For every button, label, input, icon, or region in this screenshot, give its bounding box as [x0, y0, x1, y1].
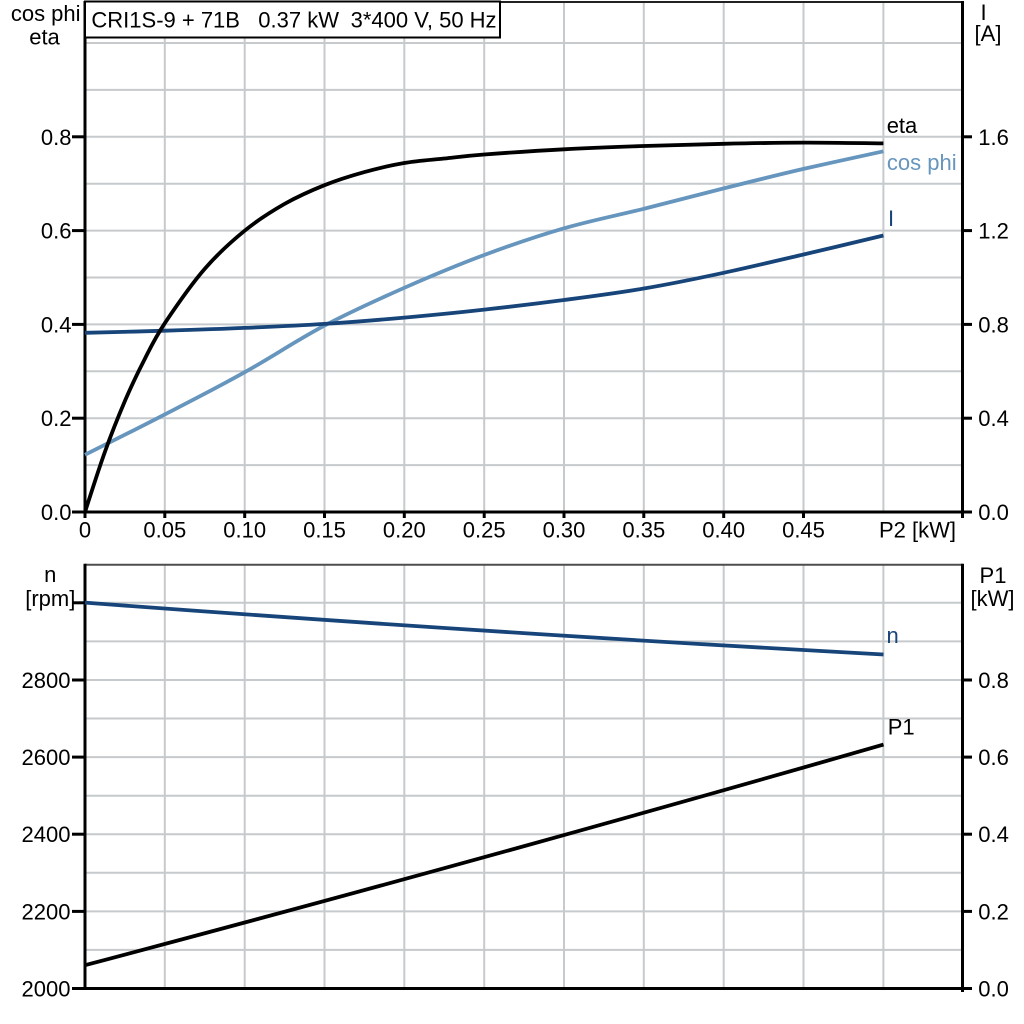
svg-text:0.4: 0.4 — [41, 312, 72, 337]
svg-text:2000: 2000 — [22, 977, 71, 1002]
svg-text:1.2: 1.2 — [978, 219, 1009, 244]
svg-text:0.2: 0.2 — [41, 406, 72, 431]
svg-text:P1: P1 — [980, 563, 1007, 588]
svg-text:eta: eta — [29, 25, 60, 50]
svg-text:0.0: 0.0 — [41, 500, 72, 525]
svg-text:[A]: [A] — [975, 21, 1002, 46]
svg-text:2200: 2200 — [22, 899, 71, 924]
svg-text:0.6: 0.6 — [978, 745, 1009, 770]
svg-text:0.0: 0.0 — [978, 977, 1009, 1002]
svg-text:0.15: 0.15 — [303, 518, 346, 543]
svg-text:[rpm]: [rpm] — [25, 586, 75, 611]
svg-text:0.8: 0.8 — [978, 668, 1009, 693]
svg-text:0.30: 0.30 — [543, 518, 586, 543]
svg-text:[kW]: [kW] — [971, 586, 1015, 611]
svg-text:2400: 2400 — [22, 822, 71, 847]
svg-text:I: I — [980, 0, 986, 25]
svg-text:P1: P1 — [888, 715, 915, 740]
svg-text:0.05: 0.05 — [143, 518, 186, 543]
svg-text:P2 [kW]: P2 [kW] — [879, 518, 956, 543]
svg-text:0.8: 0.8 — [978, 312, 1009, 337]
svg-text:0.25: 0.25 — [463, 518, 506, 543]
svg-text:0.2: 0.2 — [978, 899, 1009, 924]
svg-text:0.4: 0.4 — [978, 822, 1009, 847]
svg-text:I: I — [888, 206, 894, 231]
svg-text:1.6: 1.6 — [978, 125, 1009, 150]
svg-text:0.6: 0.6 — [41, 219, 72, 244]
svg-text:0.0: 0.0 — [978, 500, 1009, 525]
svg-text:0.4: 0.4 — [978, 406, 1009, 431]
svg-text:0.20: 0.20 — [383, 518, 426, 543]
svg-text:n: n — [887, 623, 899, 648]
svg-text:0.40: 0.40 — [702, 518, 745, 543]
svg-text:0: 0 — [79, 518, 91, 543]
svg-text:2800: 2800 — [22, 668, 71, 693]
svg-text:eta: eta — [887, 113, 918, 138]
svg-text:0.10: 0.10 — [223, 518, 266, 543]
svg-text:0.35: 0.35 — [622, 518, 665, 543]
svg-text:cos phi: cos phi — [11, 1, 81, 26]
svg-text:cos phi: cos phi — [887, 150, 957, 175]
svg-text:0.8: 0.8 — [41, 125, 72, 150]
svg-text:0.45: 0.45 — [782, 518, 825, 543]
svg-text:2600: 2600 — [22, 745, 71, 770]
svg-text:n: n — [44, 562, 56, 587]
